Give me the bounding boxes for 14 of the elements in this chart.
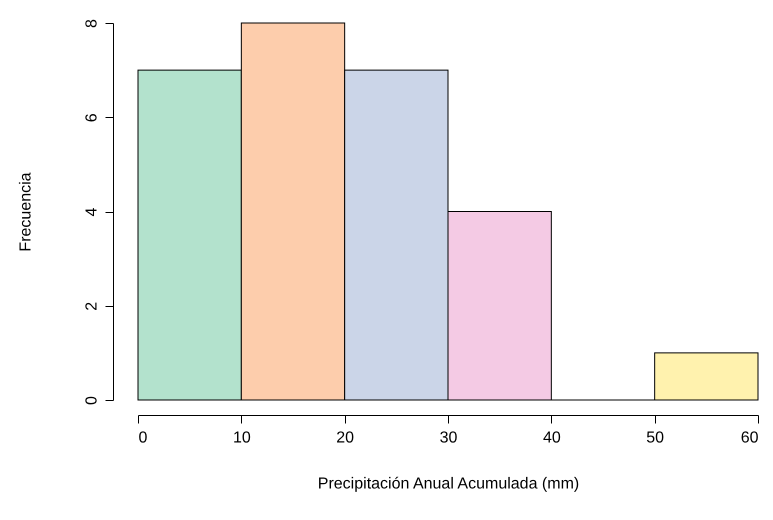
x-tick-label: 50: [646, 430, 664, 446]
x-tick-label: 30: [440, 430, 458, 446]
y-tick-label: 2: [84, 302, 100, 311]
y-tick-label: 0: [84, 396, 100, 405]
y-tick-label: 8: [84, 18, 100, 28]
x-tick-label: 0: [138, 430, 148, 446]
x-tick-label: 40: [542, 430, 561, 446]
x-axis-title: Precipitación Anual Acumulada (mm): [318, 476, 580, 492]
y-tick-label: 4: [84, 207, 100, 216]
x-tick-label: 60: [740, 430, 759, 446]
x-tick-label: 20: [336, 430, 354, 446]
x-tick-label: 10: [232, 430, 251, 446]
y-tick-label: 6: [84, 113, 100, 122]
y-axis-title: Frecuencia: [18, 172, 34, 252]
